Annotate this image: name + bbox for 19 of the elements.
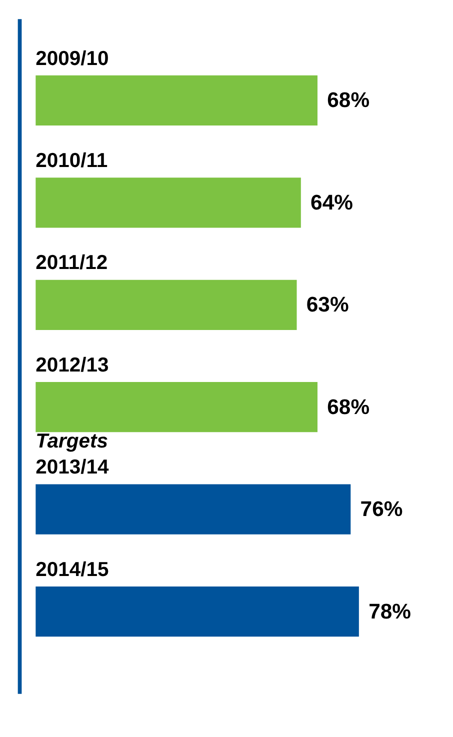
y-tick-label: 2011/12 <box>36 252 108 274</box>
y-tick-label: 2012/13 <box>36 354 109 376</box>
bar <box>36 586 359 637</box>
y-tick-label: 2010/11 <box>36 150 108 172</box>
data-label: 68% <box>327 89 370 112</box>
bar <box>36 280 297 330</box>
bar <box>36 382 318 432</box>
data-label: 76% <box>360 498 403 522</box>
y-tick-label: 2009/10 <box>36 48 109 70</box>
data-label: 63% <box>306 294 349 317</box>
data-label: 78% <box>368 600 412 624</box>
y-tick-label: 2014/15 <box>36 558 109 581</box>
bar <box>36 75 318 126</box>
data-label: 64% <box>310 191 354 214</box>
annotation: Targets <box>36 430 108 453</box>
y-tick-label: 2013/14 <box>36 456 110 479</box>
data-label: 68% <box>327 396 370 419</box>
bar <box>36 178 301 228</box>
bar <box>36 484 351 534</box>
